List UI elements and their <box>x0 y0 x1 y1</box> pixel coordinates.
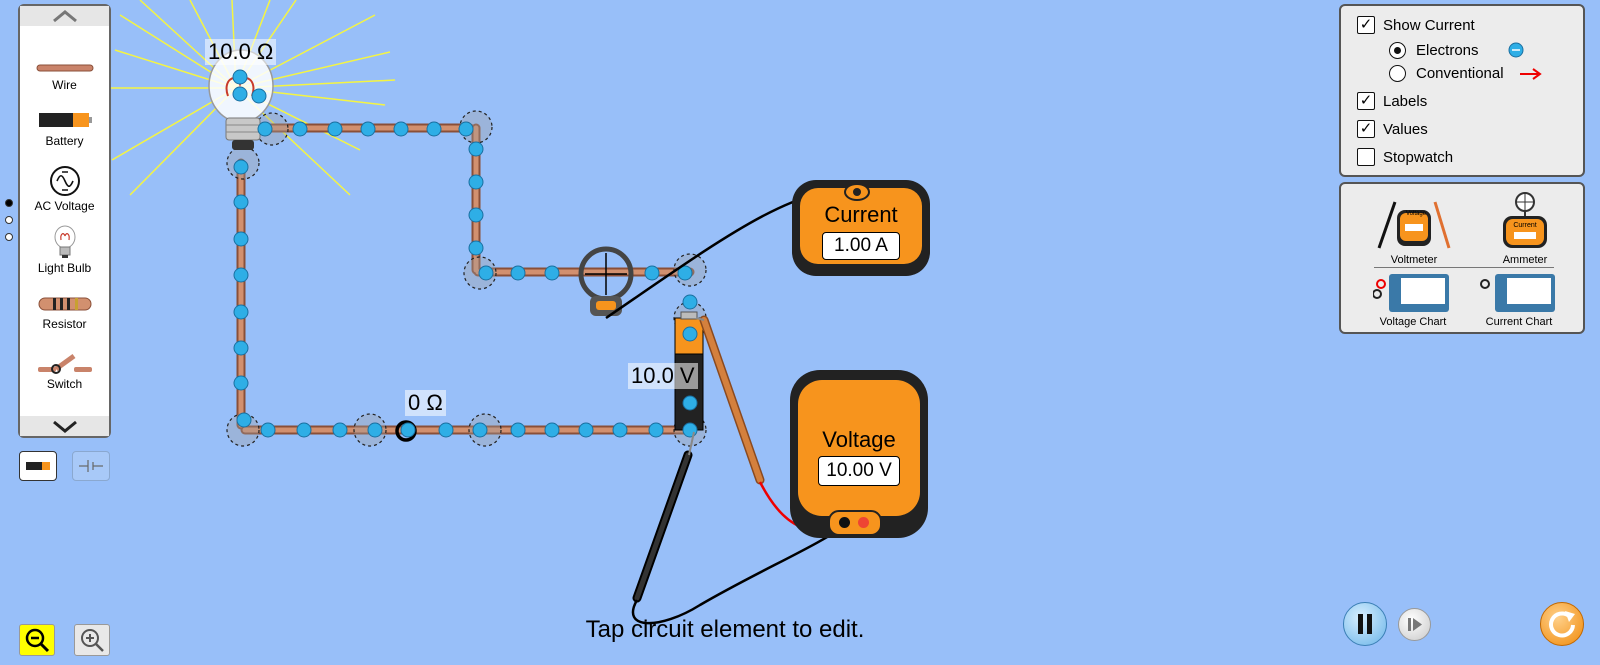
toolbox-item-battery[interactable]: Battery <box>20 111 109 148</box>
radio-unselected-icon <box>1389 65 1406 82</box>
display-options-panel: ✓ Show Current Electrons Conventional ✓ … <box>1339 4 1585 177</box>
ammeter-icon <box>1503 192 1547 248</box>
radio-selected-icon <box>1389 41 1406 59</box>
component-toolbox: Wire Battery AC Voltage Light Bulb Resis… <box>18 4 111 438</box>
reset-all-button[interactable] <box>1540 602 1584 646</box>
ammeter-tool[interactable]: Current Ammeter <box>1476 188 1566 266</box>
ammeter-reading: 1.00 A <box>822 232 900 260</box>
conventional-radio[interactable]: Conventional <box>1389 65 1544 82</box>
zoom-out-button[interactable] <box>19 624 55 656</box>
chevron-up-icon <box>52 10 77 23</box>
page-dot-3[interactable] <box>5 233 13 241</box>
toolbox-item-resistor[interactable]: Resistor <box>20 296 109 331</box>
stopwatch-checkbox[interactable]: Stopwatch <box>1357 148 1453 166</box>
checkbox-checked-icon: ✓ <box>1357 120 1375 138</box>
electron-icon <box>1508 42 1524 58</box>
voltmeter-title: Voltage <box>822 427 896 452</box>
light-bulb-component[interactable] <box>208 49 274 150</box>
voltage-chart-icon <box>1372 274 1449 312</box>
schematic-battery-icon <box>79 460 103 472</box>
red-arrow-icon <box>1519 67 1542 80</box>
ammeter-title: Current <box>824 202 898 227</box>
toolbox-item-wire[interactable]: Wire <box>20 62 109 92</box>
toolbox-scroll-down[interactable] <box>20 416 109 436</box>
resistor-icon <box>38 297 91 311</box>
zoom-in-icon <box>81 629 104 652</box>
switch-resistance-label: 0 Ω <box>405 390 446 416</box>
battery-icon <box>38 113 92 127</box>
ammeter-tool-label: Ammeter <box>1502 254 1548 266</box>
chevron-down-icon <box>52 420 77 433</box>
lifelike-view-button[interactable] <box>19 451 57 481</box>
voltmeter-jack <box>828 510 882 536</box>
light-bulb-icon <box>54 225 75 258</box>
battery-voltage-label: 10.0 V <box>628 363 698 389</box>
checkbox-checked-icon: ✓ <box>1357 92 1375 110</box>
instruments-panel: Voltage Voltmeter Current Ammeter <box>1339 182 1585 334</box>
bulb-resistance-label: 10.0 Ω <box>205 39 277 65</box>
pause-icon <box>1358 614 1372 634</box>
circuit-vertices[interactable] <box>226 110 707 447</box>
page-dot-2[interactable] <box>5 216 13 224</box>
wire-icon <box>36 64 93 72</box>
hint-text: Tap circuit element to edit. <box>585 616 865 643</box>
voltage-chart-tool[interactable]: Voltage Chart <box>1363 272 1463 330</box>
checkbox-unchecked-icon <box>1357 148 1375 166</box>
ac-voltage-icon <box>49 166 80 196</box>
voltmeter-reading: 10.00 V <box>818 456 900 486</box>
checkbox-checked-icon: ✓ <box>1357 16 1375 34</box>
play-pause-button[interactable] <box>1343 602 1387 646</box>
current-chart-tool[interactable]: Current Chart <box>1469 272 1569 330</box>
black-probe-cable <box>631 521 851 625</box>
toolbox-scroll-up[interactable] <box>20 6 109 26</box>
toolbox-item-switch[interactable]: Switch <box>20 352 109 391</box>
zoom-in-button[interactable] <box>74 624 110 656</box>
black-probe[interactable] <box>632 431 695 603</box>
red-probe[interactable] <box>695 315 765 485</box>
electrons <box>232 69 698 438</box>
values-checkbox[interactable]: ✓ Values <box>1357 120 1428 138</box>
labels-checkbox[interactable]: ✓ Labels <box>1357 92 1427 110</box>
voltmeter-tool[interactable]: Voltage Voltmeter <box>1369 192 1459 266</box>
current-chart-icon <box>1480 274 1555 312</box>
panel-divider <box>1374 267 1554 268</box>
switch-component[interactable] <box>370 420 485 442</box>
toolbox-item-light-bulb[interactable]: Light Bulb <box>20 224 109 275</box>
battery-icon <box>26 462 50 470</box>
ammeter-probe[interactable] <box>578 246 634 316</box>
voltmeter-tool-label: Voltmeter <box>1390 254 1438 266</box>
voltmeter-icon <box>1377 201 1451 249</box>
current-chart-tool-label: Current Chart <box>1485 316 1553 328</box>
step-forward-button[interactable] <box>1398 608 1431 641</box>
toolbox-item-ac-voltage[interactable]: AC Voltage <box>20 164 109 213</box>
step-forward-icon <box>1408 618 1422 631</box>
reset-icon <box>1549 611 1575 638</box>
voltmeter-body[interactable]: Voltage 10.00 V <box>790 370 928 538</box>
switch-icon <box>37 353 92 374</box>
electrons-radio[interactable]: Electrons <box>1389 41 1525 59</box>
page-dot-1[interactable] <box>5 199 13 207</box>
schematic-view-button[interactable] <box>72 451 110 481</box>
show-current-checkbox[interactable]: ✓ Show Current <box>1357 16 1475 34</box>
zoom-out-icon <box>25 628 50 653</box>
voltage-chart-tool-label: Voltage Chart <box>1379 316 1447 328</box>
ammeter-body[interactable]: Current 1.00 A <box>792 180 930 276</box>
